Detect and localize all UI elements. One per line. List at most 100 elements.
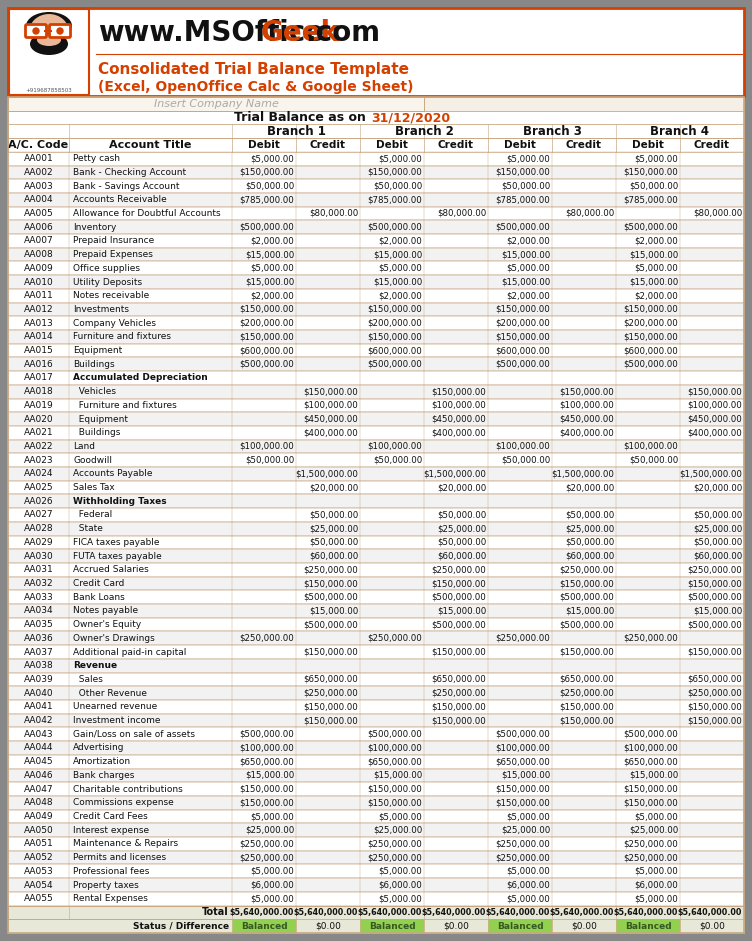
Text: $250,000.00: $250,000.00 — [623, 634, 678, 643]
Text: Status / Difference: Status / Difference — [133, 921, 229, 931]
Text: $25,000.00: $25,000.00 — [501, 825, 550, 835]
Bar — [8, 179, 744, 193]
Text: $150,000.00: $150,000.00 — [623, 332, 678, 342]
Bar — [296, 919, 360, 933]
Text: AA042: AA042 — [24, 716, 53, 726]
Bar — [8, 782, 744, 796]
Text: Allowance for Doubtful Accounts: Allowance for Doubtful Accounts — [73, 209, 220, 218]
Text: Prepaid Insurance: Prepaid Insurance — [73, 236, 154, 246]
Text: Equipment: Equipment — [73, 346, 123, 355]
Text: Advertising: Advertising — [73, 743, 125, 753]
Text: $650,000.00: $650,000.00 — [559, 675, 614, 684]
Text: Branch 3: Branch 3 — [523, 125, 581, 137]
Bar — [360, 919, 424, 933]
Text: AA045: AA045 — [23, 758, 53, 766]
Text: $6,000.00: $6,000.00 — [250, 881, 294, 889]
Bar — [8, 796, 744, 809]
Text: $500,000.00: $500,000.00 — [559, 620, 614, 630]
Text: $150,000.00: $150,000.00 — [367, 305, 422, 314]
Text: $5,000.00: $5,000.00 — [634, 867, 678, 876]
Bar — [8, 289, 744, 303]
Text: AA019: AA019 — [23, 401, 53, 410]
Text: $50,000.00: $50,000.00 — [437, 511, 486, 519]
Text: AA012: AA012 — [23, 305, 53, 314]
Text: $100,000.00: $100,000.00 — [303, 401, 358, 410]
Text: $250,000.00: $250,000.00 — [367, 839, 422, 849]
Text: Land: Land — [73, 442, 95, 451]
Text: $150,000.00: $150,000.00 — [239, 785, 294, 793]
Bar — [8, 865, 744, 878]
Text: $2,000.00: $2,000.00 — [634, 236, 678, 246]
Text: Owner's Equity: Owner's Equity — [73, 620, 141, 630]
Text: $150,000.00: $150,000.00 — [431, 387, 486, 396]
Text: $200,000.00: $200,000.00 — [367, 319, 422, 327]
Bar — [8, 275, 744, 289]
Text: Utility Deposits: Utility Deposits — [73, 278, 142, 286]
Text: Interest expense: Interest expense — [73, 825, 149, 835]
Text: AA018: AA018 — [23, 387, 53, 396]
Text: Furniture and fixtures: Furniture and fixtures — [73, 401, 177, 410]
Text: $2,000.00: $2,000.00 — [250, 236, 294, 246]
Text: $150,000.00: $150,000.00 — [559, 716, 614, 726]
Text: $5,640,000.00: $5,640,000.00 — [550, 908, 614, 917]
Text: $50,000.00: $50,000.00 — [309, 511, 358, 519]
Text: Trial Balance as on: Trial Balance as on — [234, 111, 366, 124]
Bar — [8, 590, 744, 604]
Bar — [8, 713, 744, 727]
Text: Credit: Credit — [438, 140, 474, 150]
Text: $0.00: $0.00 — [443, 921, 469, 931]
Text: Balanced: Balanced — [241, 921, 287, 931]
Text: $150,000.00: $150,000.00 — [367, 798, 422, 807]
Bar — [232, 919, 296, 933]
Text: $500,000.00: $500,000.00 — [496, 730, 550, 739]
Text: $60,000.00: $60,000.00 — [565, 551, 614, 561]
Text: $15,000.00: $15,000.00 — [309, 606, 358, 615]
Bar — [8, 358, 744, 371]
Text: $250,000.00: $250,000.00 — [623, 853, 678, 862]
Text: Professional fees: Professional fees — [73, 867, 150, 876]
Text: Maintenance & Repairs: Maintenance & Repairs — [73, 839, 178, 849]
Text: $500,000.00: $500,000.00 — [303, 593, 358, 601]
Text: $150,000.00: $150,000.00 — [623, 305, 678, 314]
Text: $25,000.00: $25,000.00 — [437, 524, 486, 534]
Text: $150,000.00: $150,000.00 — [687, 716, 742, 726]
Text: AA046: AA046 — [23, 771, 53, 780]
Text: AA043: AA043 — [23, 730, 53, 739]
Bar — [8, 439, 744, 454]
Text: $500,000.00: $500,000.00 — [496, 359, 550, 369]
Text: $150,000.00: $150,000.00 — [559, 647, 614, 657]
Text: Credit: Credit — [566, 140, 602, 150]
Text: AA035: AA035 — [23, 620, 53, 630]
Text: Prepaid Expenses: Prepaid Expenses — [73, 250, 153, 259]
Text: $5,640,000.00: $5,640,000.00 — [293, 908, 358, 917]
Bar — [8, 769, 744, 782]
Bar — [8, 550, 744, 563]
Text: $15,000.00: $15,000.00 — [373, 771, 422, 780]
Text: $100,000.00: $100,000.00 — [239, 743, 294, 753]
Text: AA005: AA005 — [23, 209, 53, 218]
Text: Accounts Receivable: Accounts Receivable — [73, 196, 167, 204]
Text: $250,000.00: $250,000.00 — [367, 853, 422, 862]
Text: $5,000.00: $5,000.00 — [378, 894, 422, 903]
Text: $500,000.00: $500,000.00 — [431, 620, 486, 630]
Text: Total: Total — [202, 907, 229, 917]
Text: $15,000.00: $15,000.00 — [501, 278, 550, 286]
Bar — [8, 247, 744, 262]
Text: AA027: AA027 — [23, 511, 53, 519]
Text: AA052: AA052 — [23, 853, 53, 862]
Text: $150,000.00: $150,000.00 — [367, 332, 422, 342]
Text: $15,000.00: $15,000.00 — [501, 771, 550, 780]
Bar — [8, 919, 744, 933]
Text: $50,000.00: $50,000.00 — [693, 511, 742, 519]
Text: $150,000.00: $150,000.00 — [559, 702, 614, 711]
Text: Goodwill: Goodwill — [73, 455, 112, 465]
Text: www.MSOffice: www.MSOffice — [98, 19, 324, 47]
Text: $150,000.00: $150,000.00 — [367, 167, 422, 177]
Text: Unearned revenue: Unearned revenue — [73, 702, 157, 711]
Text: $60,000.00: $60,000.00 — [309, 551, 358, 561]
Bar — [8, 686, 744, 700]
Text: $0.00: $0.00 — [315, 921, 341, 931]
Text: AA008: AA008 — [23, 250, 53, 259]
Text: Credit: Credit — [310, 140, 346, 150]
Text: $150,000.00: $150,000.00 — [496, 798, 550, 807]
